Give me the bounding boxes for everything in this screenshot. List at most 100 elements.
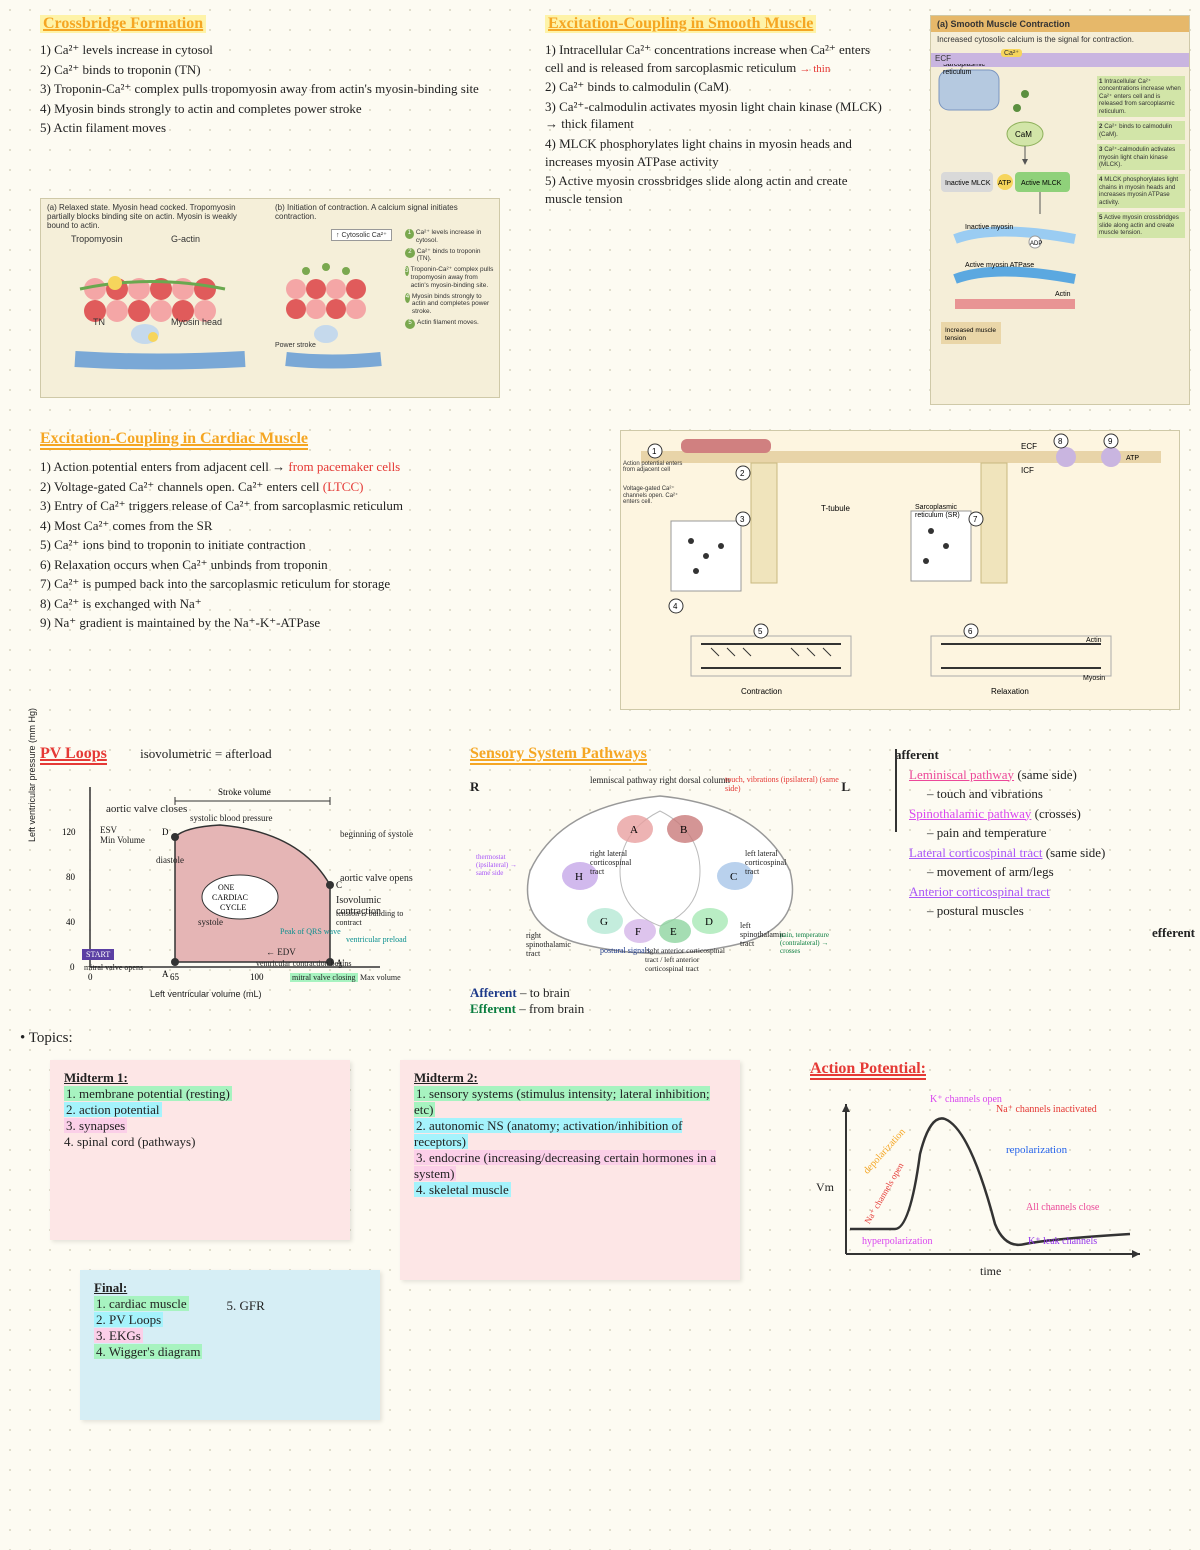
ap-chart: Vm time depolarization Na⁺ channels open… [810,1094,1160,1284]
fig-label: TN [93,317,105,327]
svg-text:2: 2 [740,469,745,478]
pv-title: PV Loops [40,745,107,765]
svg-text:9: 9 [1108,437,1113,446]
fig-svg-a [45,229,265,389]
smooth-section: Excitation-Coupling in Smooth Muscle 1) … [545,15,885,209]
cardiac-list: 1) Action potential enters from adjacent… [40,458,600,632]
svg-text:Sarcoplasmic: Sarcoplasmic [915,504,958,511]
list-item: 2) Ca²⁺ binds to calmodulin (CaM) [545,78,885,96]
pv-note: isovolumetric = afterload [140,746,272,761]
fig-title: (a) Smooth Muscle Contraction [931,16,1189,32]
fig-label: Myosin head [171,317,222,327]
list-item: 2) Voltage-gated Ca²⁺ channels open. Ca²… [40,478,600,496]
svg-text:D: D [162,827,169,837]
svg-text:tension: tension [945,335,966,342]
svg-text:1: 1 [652,447,657,456]
crossbridge-title: Crossbridge Formation [40,15,206,33]
svg-text:A: A [630,824,638,836]
svg-text:D: D [705,916,713,928]
fig-callouts: 1Ca²⁺ levels increase in cytosol. 2Ca²⁺ … [405,229,495,329]
svg-text:ONE: ONE [218,883,235,892]
svg-text:0: 0 [88,972,93,982]
svg-text:Actin: Actin [1086,637,1102,644]
svg-text:Myosin: Myosin [1083,675,1105,682]
svg-text:40: 40 [66,917,76,927]
svg-text:6: 6 [968,627,973,636]
list-item: 3) Ca²⁺-calmodulin activates myosin ligh… [545,98,885,133]
svg-text:ECF: ECF [1021,442,1037,451]
list-item: 8) Ca²⁺ is exchanged with Na⁺ [40,595,600,613]
topics-label: • Topics: [20,1030,73,1047]
sensory-sidebar: afferent Leminiscal pathway (same side) … [895,745,1195,942]
svg-text:Inactive myosin: Inactive myosin [965,224,1013,231]
svg-text:Relaxation: Relaxation [991,687,1029,696]
svg-text:Inactive MLCK: Inactive MLCK [945,180,991,187]
svg-text:Stroke volume: Stroke volume [218,787,271,797]
crossbridge-section: Crossbridge Formation 1) Ca²⁺ levels inc… [40,15,500,139]
fig-label: Tropomyosin [71,234,123,244]
crossbridge-figure: (a) Relaxed state. Myosin head cocked. T… [40,198,500,398]
crossbridge-list: 1) Ca²⁺ levels increase in cytosol 2) Ca… [40,41,500,137]
cardiac-figure: T-tubule Sarcoplasmicreticulum (SR) ECF I… [620,430,1180,710]
svg-text:80: 80 [66,872,76,882]
svg-text:ATP: ATP [998,180,1011,187]
svg-text:C: C [730,871,737,883]
midterm2-sticky: Midterm 2: 1. sensory systems (stimulus … [400,1060,740,1280]
ap-section: Action Potential: Vm time depolarization… [810,1060,1180,1284]
list-item: 3) Entry of Ca²⁺ triggers release of Ca²… [40,497,600,515]
svg-text:E: E [670,926,677,938]
fig-label: G-actin [171,234,200,244]
smooth-list: 1) Intracellular Ca²⁺ concentrations inc… [545,41,885,207]
svg-text:65: 65 [170,972,180,982]
svg-text:ADP: ADP [1030,241,1042,247]
midterm1-sticky: Midterm 1: 1. membrane potential (restin… [50,1060,350,1240]
svg-text:7: 7 [973,515,978,524]
svg-text:Actin: Actin [1055,291,1071,298]
svg-text:3: 3 [740,515,745,524]
list-item: 2) Ca²⁺ binds to troponin (TN) [40,61,500,79]
svg-text:120: 120 [62,827,76,837]
svg-text:Contraction: Contraction [741,687,782,696]
svg-text:Sarcoplasmic: Sarcoplasmic [943,64,986,68]
svg-text:CaM: CaM [1015,130,1032,139]
final-sticky: Final: 1. cardiac muscle 2. PV Loops 3. … [80,1270,380,1420]
svg-text:T-tubule: T-tubule [821,504,850,513]
list-item: 6) Relaxation occurs when Ca²⁺ unbinds f… [40,556,600,574]
list-item: 1) Intracellular Ca²⁺ concentrations inc… [545,41,885,76]
smooth-callouts: 1 Intracellular Ca²⁺ concentrations incr… [1097,76,1185,238]
svg-text:CYCLE: CYCLE [220,903,246,912]
list-item: 1) Action potential enters from adjacent… [40,458,600,476]
svg-text:Active myosin ATPase: Active myosin ATPase [965,262,1034,269]
fig-caption-b: (b) Initiation of contraction. A calcium… [275,203,475,221]
list-item: 4) MLCK phosphorylates light chains in m… [545,135,885,170]
pv-chart: 040 80120 065 100135 A' A C D ONECARDIAC… [40,777,420,1007]
ap-title: Action Potential: [810,1060,926,1080]
svg-text:5: 5 [758,627,763,636]
list-item: 9) Na⁺ gradient is maintained by the Na⁺… [40,614,600,632]
fig-label: ↑ Cytosolic Ca²⁺ [331,229,392,241]
fig-svg-b: Power stroke [271,229,401,389]
smooth-figure: (a) Smooth Muscle Contraction Increased … [930,15,1190,405]
list-item: 4) Most Ca²⁺ comes from the SR [40,517,600,535]
cardiac-svg: T-tubule Sarcoplasmicreticulum (SR) ECF I… [621,431,1181,711]
svg-text:H: H [575,871,583,883]
svg-text:ICF: ICF [1021,466,1034,475]
svg-text:4: 4 [673,602,678,611]
brain-cross-section: R L A B C D E F G H lemniscal pathway ri… [470,771,850,981]
sensory-section: Sensory System Pathways R L A B C D E F … [470,745,870,1017]
smooth-title: Excitation-Coupling in Smooth Muscle [545,15,816,33]
fig-sub: Increased cytosolic calcium is the signa… [931,32,1189,47]
svg-text:reticulum (SR): reticulum (SR) [915,512,960,519]
cardiac-title: Excitation-Coupling in Cardiac Muscle [40,430,308,450]
svg-text:CARDIAC: CARDIAC [212,893,248,902]
svg-text:0: 0 [70,962,75,972]
list-item: 3) Troponin-Ca²⁺ complex pulls tropomyos… [40,80,500,98]
svg-text:A: A [162,969,169,979]
svg-text:8: 8 [1058,437,1063,446]
smooth-svg: Sarcoplasmicreticulum CaM Inactive MLCK … [935,64,1095,364]
svg-text:ATP: ATP [1126,455,1139,462]
svg-text:G: G [600,916,608,928]
start-badge: START [82,949,114,960]
fig-caption-a: (a) Relaxed state. Myosin head cocked. T… [47,203,247,230]
sensory-title: Sensory System Pathways [470,745,647,765]
